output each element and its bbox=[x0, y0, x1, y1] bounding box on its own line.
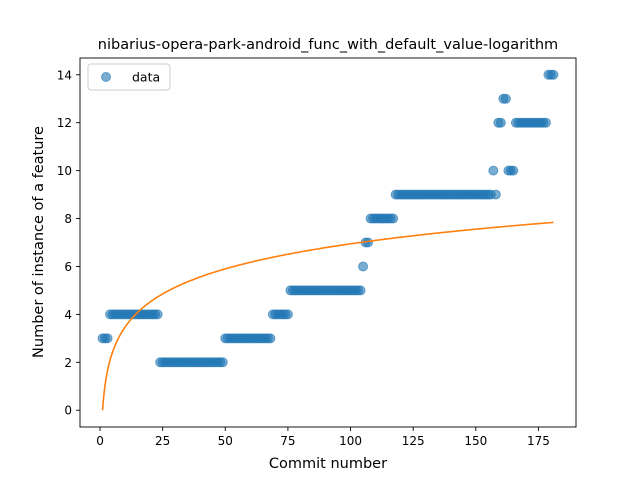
y-tick-label: 10 bbox=[57, 164, 72, 178]
chart-title: nibarius-opera-park-android_func_with_de… bbox=[98, 37, 558, 53]
data-point bbox=[540, 117, 551, 128]
y-tick-label: 2 bbox=[64, 356, 72, 370]
x-tick-label: 175 bbox=[527, 434, 550, 448]
data-point bbox=[217, 357, 228, 368]
data-point bbox=[495, 117, 506, 128]
y-axis-label: Number of instance of a feature bbox=[31, 126, 47, 358]
fit-line bbox=[101, 221, 554, 411]
legend-label-data: data bbox=[132, 70, 160, 85]
x-tick-label: 0 bbox=[96, 434, 104, 448]
plot-area bbox=[97, 69, 559, 411]
x-tick-label: 125 bbox=[402, 434, 425, 448]
legend: data bbox=[87, 63, 171, 91]
x-tick-label: 25 bbox=[155, 434, 170, 448]
x-axis: 0 25 50 75 100 125 150 175 bbox=[96, 427, 550, 448]
data-point bbox=[548, 69, 559, 80]
x-axis-label: Commit number bbox=[269, 456, 387, 472]
legend-box bbox=[87, 63, 171, 91]
legend-marker bbox=[101, 72, 111, 82]
data-point bbox=[488, 165, 499, 176]
y-tick-label: 0 bbox=[64, 404, 72, 418]
x-tick-label: 75 bbox=[280, 434, 295, 448]
x-tick-label: 50 bbox=[218, 434, 233, 448]
data-point bbox=[282, 309, 293, 320]
y-tick-label: 8 bbox=[64, 212, 72, 226]
data-point bbox=[388, 213, 399, 224]
y-tick-label: 6 bbox=[64, 260, 72, 274]
y-tick-label: 4 bbox=[64, 308, 72, 322]
x-tick-label: 150 bbox=[464, 434, 487, 448]
data-point bbox=[490, 189, 501, 200]
x-tick-label: 100 bbox=[339, 434, 362, 448]
data-point bbox=[152, 309, 163, 320]
y-tick-label: 14 bbox=[57, 68, 72, 82]
data-point bbox=[102, 333, 113, 344]
y-axis: 0 2 4 6 8 10 12 14 bbox=[57, 68, 80, 418]
data-point bbox=[500, 93, 511, 104]
plot-frame bbox=[79, 57, 577, 428]
data-point bbox=[358, 261, 369, 272]
y-tick-label: 12 bbox=[57, 116, 72, 130]
data-point bbox=[355, 285, 366, 296]
data-point bbox=[508, 165, 519, 176]
data-point bbox=[265, 333, 276, 344]
